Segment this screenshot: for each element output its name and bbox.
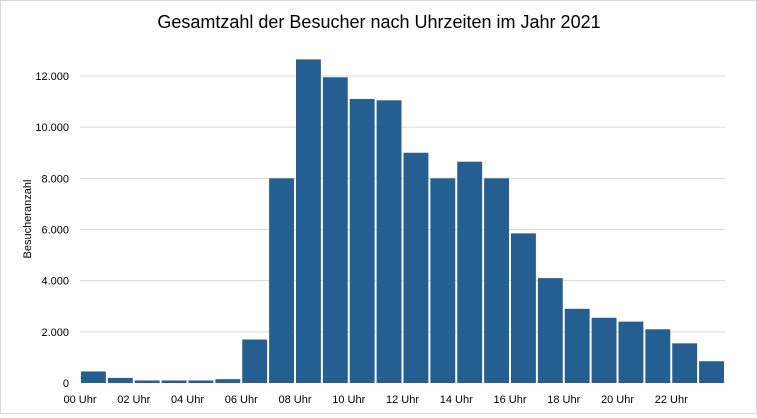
bar (672, 343, 698, 383)
y-tick-label: 8.000 (41, 173, 69, 185)
x-axis-ticks: 00 Uhr 02 Uhr 04 Uhr 06 Uhr 08 Uhr 10 Uhr 12 U… (63, 394, 688, 406)
x-tick-label: 16 Uhr (493, 394, 526, 406)
x-tick-label: 10 Uhr (332, 394, 365, 406)
x-tick-label: 20 Uhr (601, 394, 634, 406)
bars (81, 59, 724, 384)
y-tick-label: 10.000 (35, 122, 69, 134)
bar (215, 379, 241, 383)
x-tick-label: 02 Uhr (117, 394, 150, 406)
bar (618, 321, 644, 383)
bar (322, 77, 348, 383)
bar (511, 233, 536, 383)
bar (376, 100, 402, 383)
y-tick-label: 6.000 (41, 225, 69, 237)
x-tick-label: 22 Uhr (655, 394, 688, 406)
y-tick-label: 0 (63, 378, 69, 390)
y-tick-label: 4.000 (41, 276, 69, 288)
x-tick-label: 08 Uhr (278, 394, 311, 406)
bar (591, 317, 617, 383)
bar (457, 161, 483, 383)
x-tick-label: 06 Uhr (225, 394, 258, 406)
bar (296, 59, 321, 383)
x-tick-label: 14 Uhr (440, 394, 473, 406)
bar (699, 361, 724, 383)
x-tick-label: 12 Uhr (386, 394, 419, 406)
bar (564, 308, 590, 383)
bar (242, 339, 268, 383)
x-tick-label: 04 Uhr (171, 394, 204, 406)
x-tick-label: 18 Uhr (547, 394, 580, 406)
bar (188, 380, 214, 383)
bar (484, 178, 509, 383)
bar (81, 371, 106, 383)
bar (349, 99, 375, 384)
bar (134, 380, 160, 383)
chart-title: Gesamtzahl der Besucher nach Uhrzeiten i… (157, 12, 600, 32)
bar (403, 152, 429, 383)
bar (107, 377, 133, 383)
gridlines (80, 75, 725, 333)
bar (537, 278, 563, 383)
y-tick-label: 2.000 (41, 327, 69, 339)
x-tick-label: 00 Uhr (63, 394, 96, 406)
y-tick-label: 12.000 (35, 71, 69, 83)
bar (645, 329, 671, 383)
y-axis-label: Besucheranzahl (22, 180, 34, 259)
bar (161, 380, 187, 383)
y-axis-ticks: 0 2.000 4.000 6.000 8.000 10.000 12.000 (35, 71, 69, 390)
bar (269, 178, 294, 383)
bar (430, 178, 456, 383)
